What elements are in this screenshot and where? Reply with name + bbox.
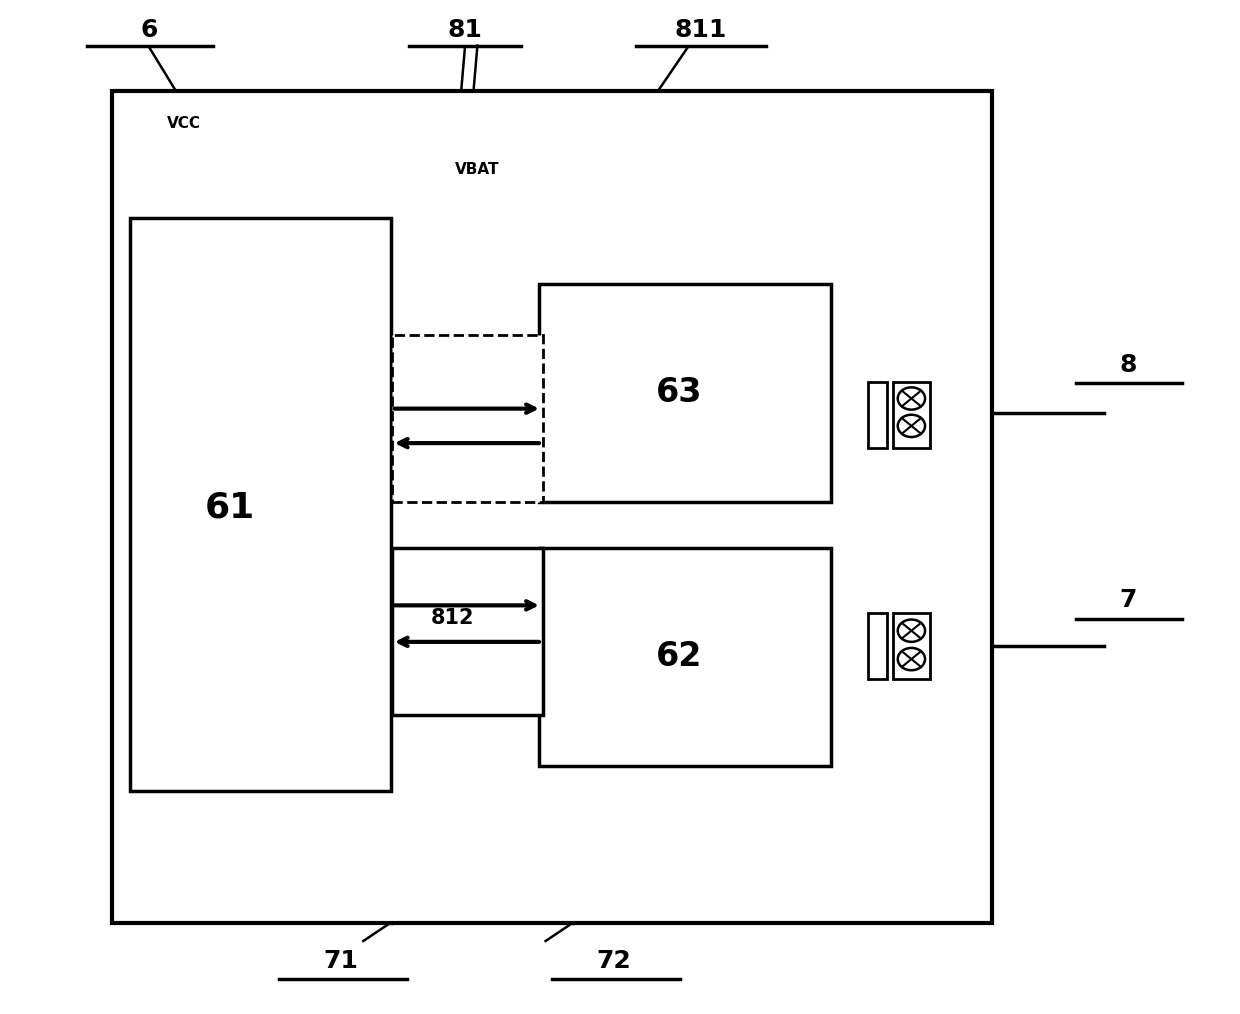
Bar	[112, 91, 992, 923]
Bar	[392, 335, 543, 502]
Text: 8: 8	[1120, 353, 1137, 377]
Bar	[539, 548, 831, 766]
Bar	[539, 284, 831, 502]
Text: 71: 71	[324, 949, 358, 973]
Text: 812: 812	[430, 608, 474, 629]
Bar	[868, 382, 887, 448]
Text: VBAT: VBAT	[455, 162, 500, 176]
Text: 62: 62	[656, 640, 703, 672]
Text: 63: 63	[656, 376, 703, 409]
Bar	[392, 548, 543, 715]
Bar	[868, 613, 887, 679]
Bar	[893, 382, 930, 448]
Text: 61: 61	[205, 490, 254, 524]
Text: 7: 7	[1120, 588, 1137, 612]
Text: VCC: VCC	[166, 117, 201, 131]
Bar	[893, 613, 930, 679]
Text: 72: 72	[596, 949, 631, 973]
Bar	[130, 218, 391, 791]
Text: 6: 6	[140, 18, 157, 43]
Text: 811: 811	[675, 18, 727, 43]
Text: 81: 81	[448, 18, 482, 43]
